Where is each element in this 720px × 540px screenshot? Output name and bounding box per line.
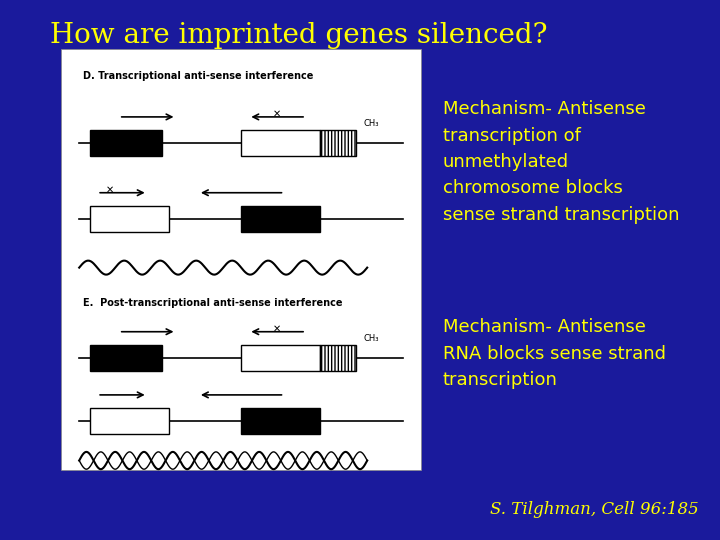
Bar	[90, 345, 162, 371]
Text: S. Tilghman, Cell 96:185: S. Tilghman, Cell 96:185	[490, 502, 698, 518]
Text: Mechanism- Antisense
transcription of
unmethylated
chromosome blocks
sense stran: Mechanism- Antisense transcription of un…	[443, 100, 679, 224]
Text: CH₃: CH₃	[364, 334, 379, 342]
Bar	[241, 408, 320, 434]
Bar	[90, 206, 169, 232]
Text: How are imprinted genes silenced?: How are imprinted genes silenced?	[50, 22, 548, 49]
Text: CH₃: CH₃	[364, 119, 379, 127]
Text: D. Transcriptional anti-sense interference: D. Transcriptional anti-sense interferen…	[83, 71, 313, 81]
Bar	[241, 206, 320, 232]
Bar	[90, 408, 169, 434]
FancyBboxPatch shape	[61, 49, 421, 470]
Bar	[241, 130, 320, 157]
Bar	[320, 130, 356, 157]
Text: ✕: ✕	[106, 185, 114, 195]
Bar	[90, 130, 162, 157]
Text: E.  Post-transcriptional anti-sense interference: E. Post-transcriptional anti-sense inter…	[83, 299, 342, 308]
Text: ✕: ✕	[273, 324, 282, 334]
Text: Mechanism- Antisense
RNA blocks sense strand
transcription: Mechanism- Antisense RNA blocks sense st…	[443, 318, 666, 389]
Bar	[241, 345, 320, 371]
Bar	[320, 345, 356, 371]
Text: ✕: ✕	[273, 109, 282, 119]
